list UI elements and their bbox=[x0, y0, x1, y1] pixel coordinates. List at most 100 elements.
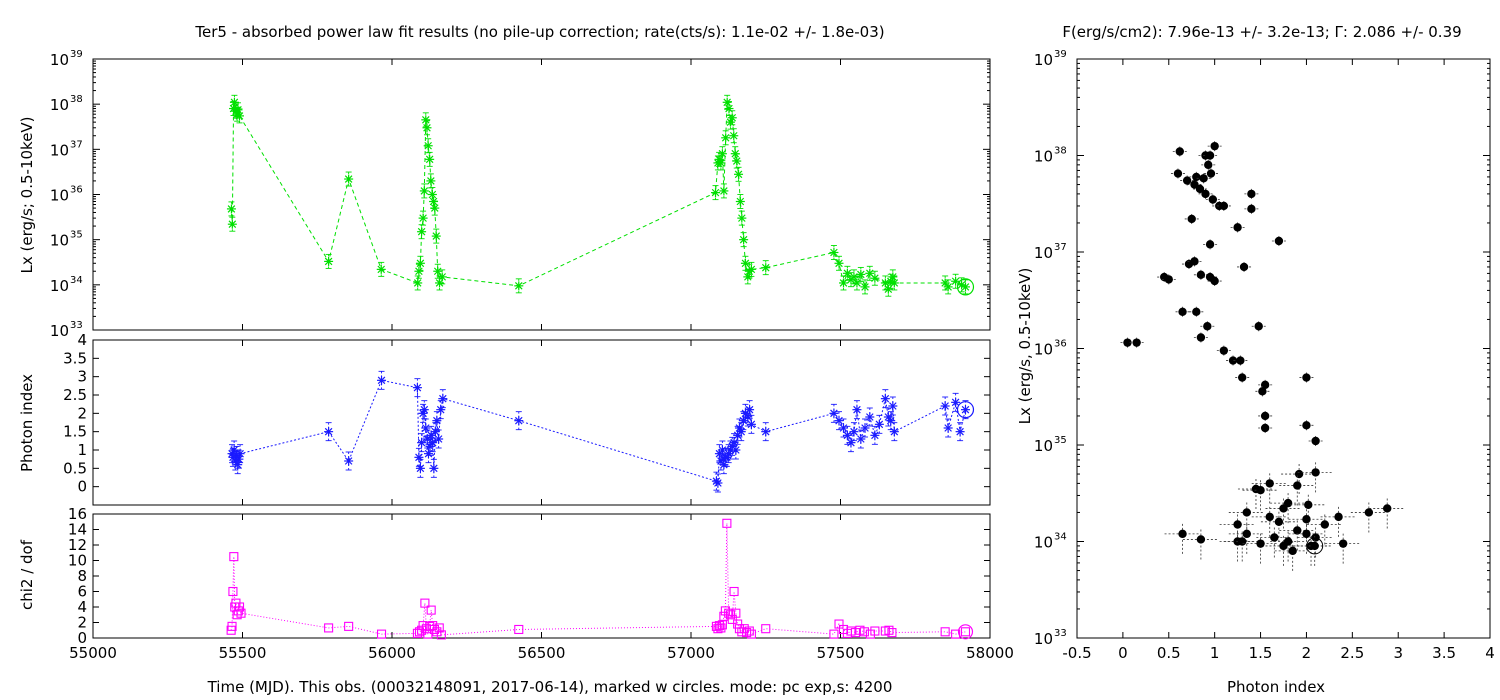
star-stroke bbox=[941, 279, 949, 287]
chi-point bbox=[940, 627, 950, 637]
star-stroke bbox=[439, 394, 447, 403]
star-stroke bbox=[234, 106, 242, 114]
gamma-point bbox=[943, 423, 953, 433]
chi-point bbox=[426, 605, 436, 615]
gamma-point bbox=[729, 438, 739, 448]
y-tick-exponent: 34 bbox=[1054, 532, 1067, 543]
star-stroke bbox=[725, 104, 733, 113]
bottom-xlabel: Time (MJD). This obs. (00032148091, 2017… bbox=[207, 678, 893, 696]
star-stroke bbox=[728, 113, 737, 122]
star-stroke bbox=[734, 170, 743, 179]
gamma-point bbox=[713, 478, 723, 488]
star-stroke bbox=[951, 398, 960, 407]
scatter-point bbox=[1260, 380, 1270, 390]
scatter-point bbox=[1132, 338, 1141, 347]
gamma-point bbox=[419, 405, 429, 415]
y-tick-label: 2.5 bbox=[63, 386, 87, 404]
y-tick-exponent: 37 bbox=[1054, 242, 1067, 253]
scatter-point bbox=[1383, 504, 1392, 513]
x-tick-label: 56000 bbox=[368, 644, 416, 662]
scatter-point bbox=[1274, 236, 1284, 246]
scatter-point bbox=[1196, 535, 1206, 544]
x-tick-label: 3.5 bbox=[1432, 644, 1456, 662]
y-tick-label: 10 bbox=[68, 552, 87, 570]
star-stroke bbox=[890, 279, 899, 287]
star-stroke bbox=[438, 273, 447, 281]
y-tick-label: 10 bbox=[50, 232, 69, 250]
star-stroke bbox=[850, 273, 858, 281]
scatter-point bbox=[1254, 322, 1263, 331]
y-tick-label: 1 bbox=[77, 441, 87, 459]
scatter-point bbox=[1178, 529, 1187, 539]
x-tick-label: 1 bbox=[1210, 644, 1220, 662]
scatter-point bbox=[1311, 468, 1320, 477]
gamma-point bbox=[761, 427, 771, 437]
star-stroke bbox=[415, 267, 423, 276]
chi-point bbox=[514, 624, 524, 635]
gamma-point bbox=[888, 401, 898, 411]
gamma-point bbox=[324, 427, 334, 437]
chi-point bbox=[731, 608, 741, 618]
scatter-point bbox=[1274, 517, 1284, 527]
star-stroke bbox=[747, 420, 756, 429]
star-stroke bbox=[421, 424, 430, 432]
star-stroke bbox=[866, 413, 874, 421]
gamma-point bbox=[745, 405, 755, 415]
gamma-point bbox=[731, 445, 741, 455]
gamma-point bbox=[717, 445, 727, 455]
scatter-point bbox=[1175, 147, 1184, 156]
star-stroke bbox=[835, 416, 843, 425]
scatter-point bbox=[1256, 486, 1265, 495]
chi-point bbox=[859, 627, 869, 637]
scatter-point bbox=[1334, 512, 1343, 522]
scatter-point bbox=[1364, 508, 1374, 517]
lx-point bbox=[870, 273, 880, 283]
gamma-point bbox=[423, 449, 433, 459]
star-stroke bbox=[415, 453, 423, 462]
star-stroke bbox=[427, 177, 435, 185]
y-tick-exponent: 35 bbox=[70, 230, 83, 241]
scatter-point bbox=[1206, 169, 1216, 178]
star-stroke bbox=[377, 265, 386, 274]
star-stroke bbox=[843, 431, 852, 440]
lx-point bbox=[419, 186, 429, 196]
lx-point bbox=[849, 272, 859, 282]
star-stroke bbox=[956, 427, 964, 436]
x-tick-label: 3 bbox=[1393, 644, 1403, 662]
chi-point bbox=[742, 628, 752, 638]
lx-point bbox=[943, 282, 953, 292]
scatter-point bbox=[1123, 338, 1132, 347]
star-stroke bbox=[425, 155, 434, 164]
lx-point bbox=[727, 113, 737, 123]
star-stroke bbox=[235, 112, 244, 120]
lx-point bbox=[721, 133, 731, 143]
lx-current-obs-circle bbox=[956, 278, 975, 296]
gamma-point bbox=[951, 397, 961, 407]
gamma-point bbox=[344, 456, 354, 466]
x-tick-label: 58000 bbox=[966, 644, 1014, 662]
scatter-point bbox=[1228, 356, 1238, 365]
chi-point bbox=[729, 586, 739, 597]
star-stroke bbox=[732, 446, 740, 454]
chi-point bbox=[884, 625, 894, 635]
scatter-point bbox=[1201, 189, 1210, 199]
scatter-point bbox=[1205, 151, 1215, 160]
star-stroke bbox=[941, 402, 949, 410]
star-stroke bbox=[377, 376, 386, 385]
y-tick-exponent: 37 bbox=[70, 139, 83, 150]
scatter-point bbox=[1256, 539, 1265, 548]
lx-point bbox=[418, 213, 428, 223]
lx-point bbox=[344, 174, 354, 184]
star-stroke bbox=[421, 116, 430, 124]
lx-point bbox=[735, 196, 745, 206]
scatter-point bbox=[1294, 469, 1304, 479]
lx-gamma-ylabel: Lx (erg/s, 0.5-10keV) bbox=[1016, 268, 1034, 425]
scatter-point bbox=[1173, 169, 1183, 178]
chi-point bbox=[829, 629, 839, 639]
y-tick-label: 10 bbox=[50, 322, 69, 340]
chi-point bbox=[229, 552, 239, 562]
star-stroke bbox=[711, 188, 720, 197]
gamma-point bbox=[940, 401, 950, 411]
